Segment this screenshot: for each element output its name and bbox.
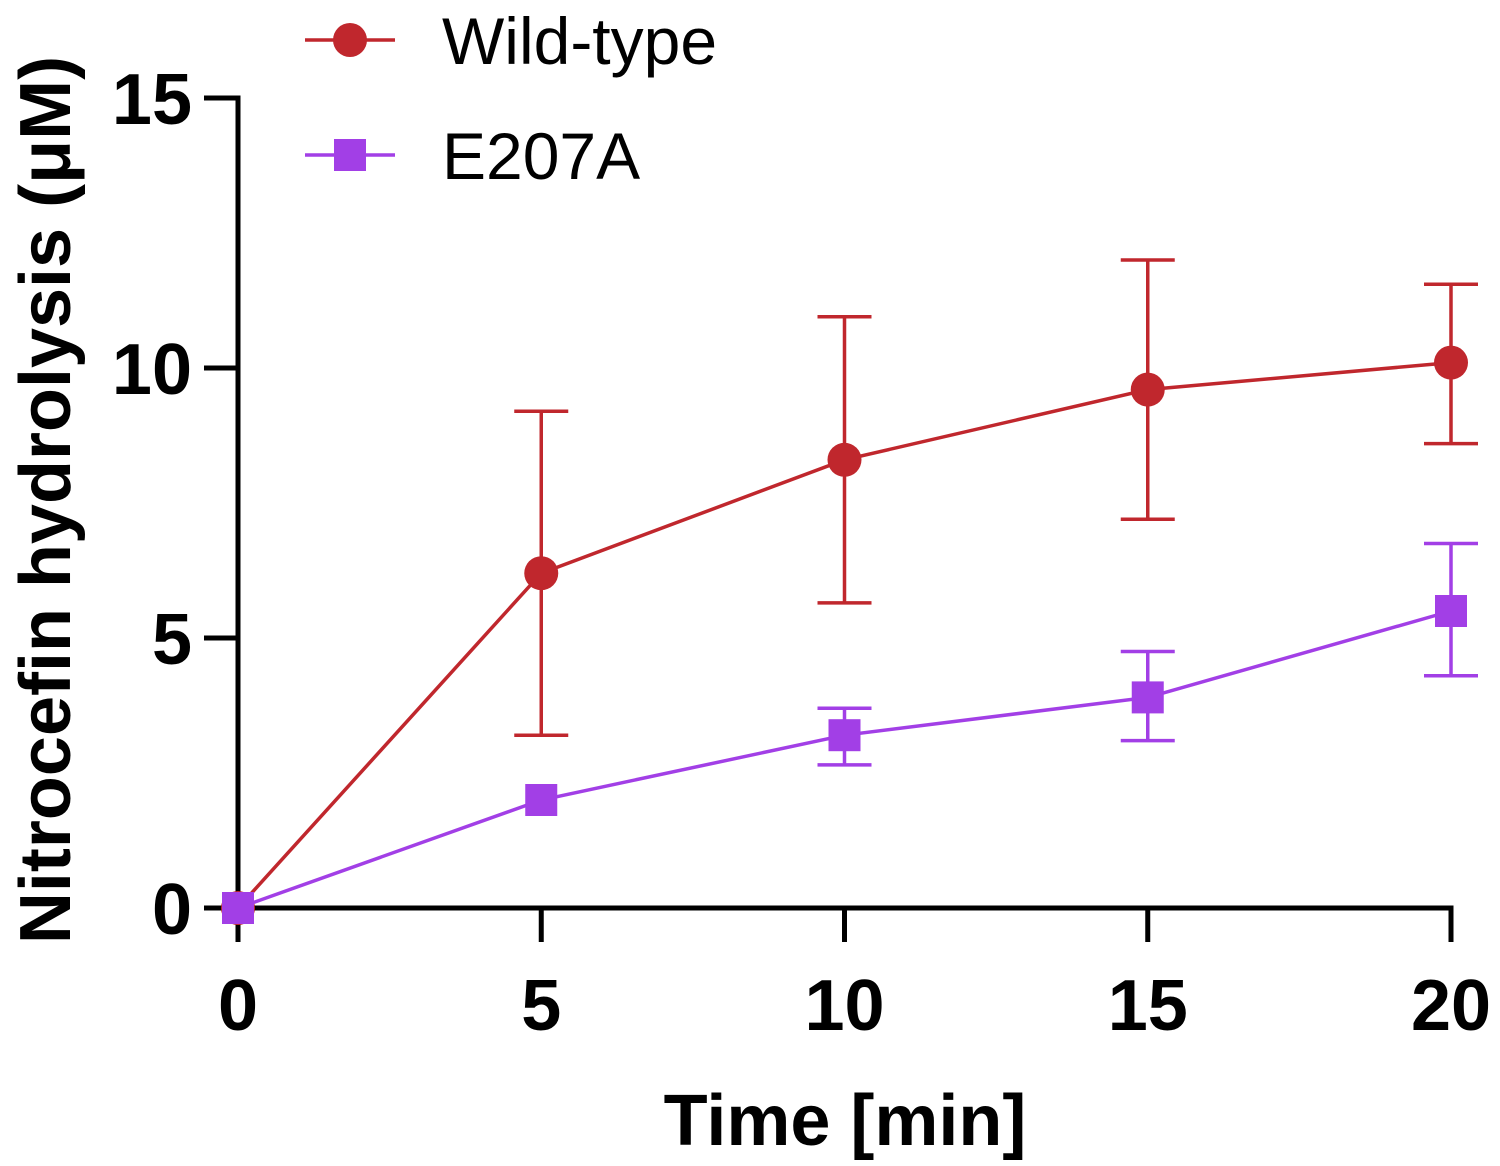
series-wild-type [221, 258, 1478, 925]
x-tick-label: 5 [521, 966, 561, 1046]
legend-item: E207A [305, 119, 640, 193]
legend-label: E207A [442, 119, 640, 193]
y-axis-title: Nitrocefin hydrolysis (μM) [6, 56, 86, 944]
data-point [828, 719, 861, 752]
y-tick-label: 10 [112, 330, 192, 410]
x-axis-title: Time [min] [664, 1081, 1027, 1161]
data-point [1130, 372, 1165, 407]
data-point [525, 784, 558, 816]
legend-label: Wild-type [442, 4, 717, 78]
data-series [221, 258, 1478, 925]
x-tick-label: 0 [218, 966, 258, 1046]
legend-item: Wild-type [305, 4, 717, 78]
data-point [1131, 681, 1164, 714]
y-tick-label: 0 [152, 870, 192, 950]
y-tick-label: 15 [112, 60, 192, 140]
x-tick-label: 15 [1108, 966, 1188, 1046]
data-point [222, 892, 254, 924]
axis-ticks: 0 5 10 15 20 0 5 10 15 [112, 60, 1491, 1046]
x-tick-label: 20 [1411, 966, 1491, 1046]
data-point [827, 442, 862, 477]
data-point [1435, 595, 1467, 627]
legend: Wild-type E207A [305, 4, 717, 193]
legend-marker-circle [333, 23, 367, 57]
series-e207a [222, 541, 1478, 924]
x-tick-label: 10 [804, 966, 884, 1046]
data-point [524, 556, 559, 591]
legend-marker-square [334, 139, 366, 171]
y-tick-label: 5 [152, 600, 192, 680]
data-point [1434, 345, 1468, 380]
